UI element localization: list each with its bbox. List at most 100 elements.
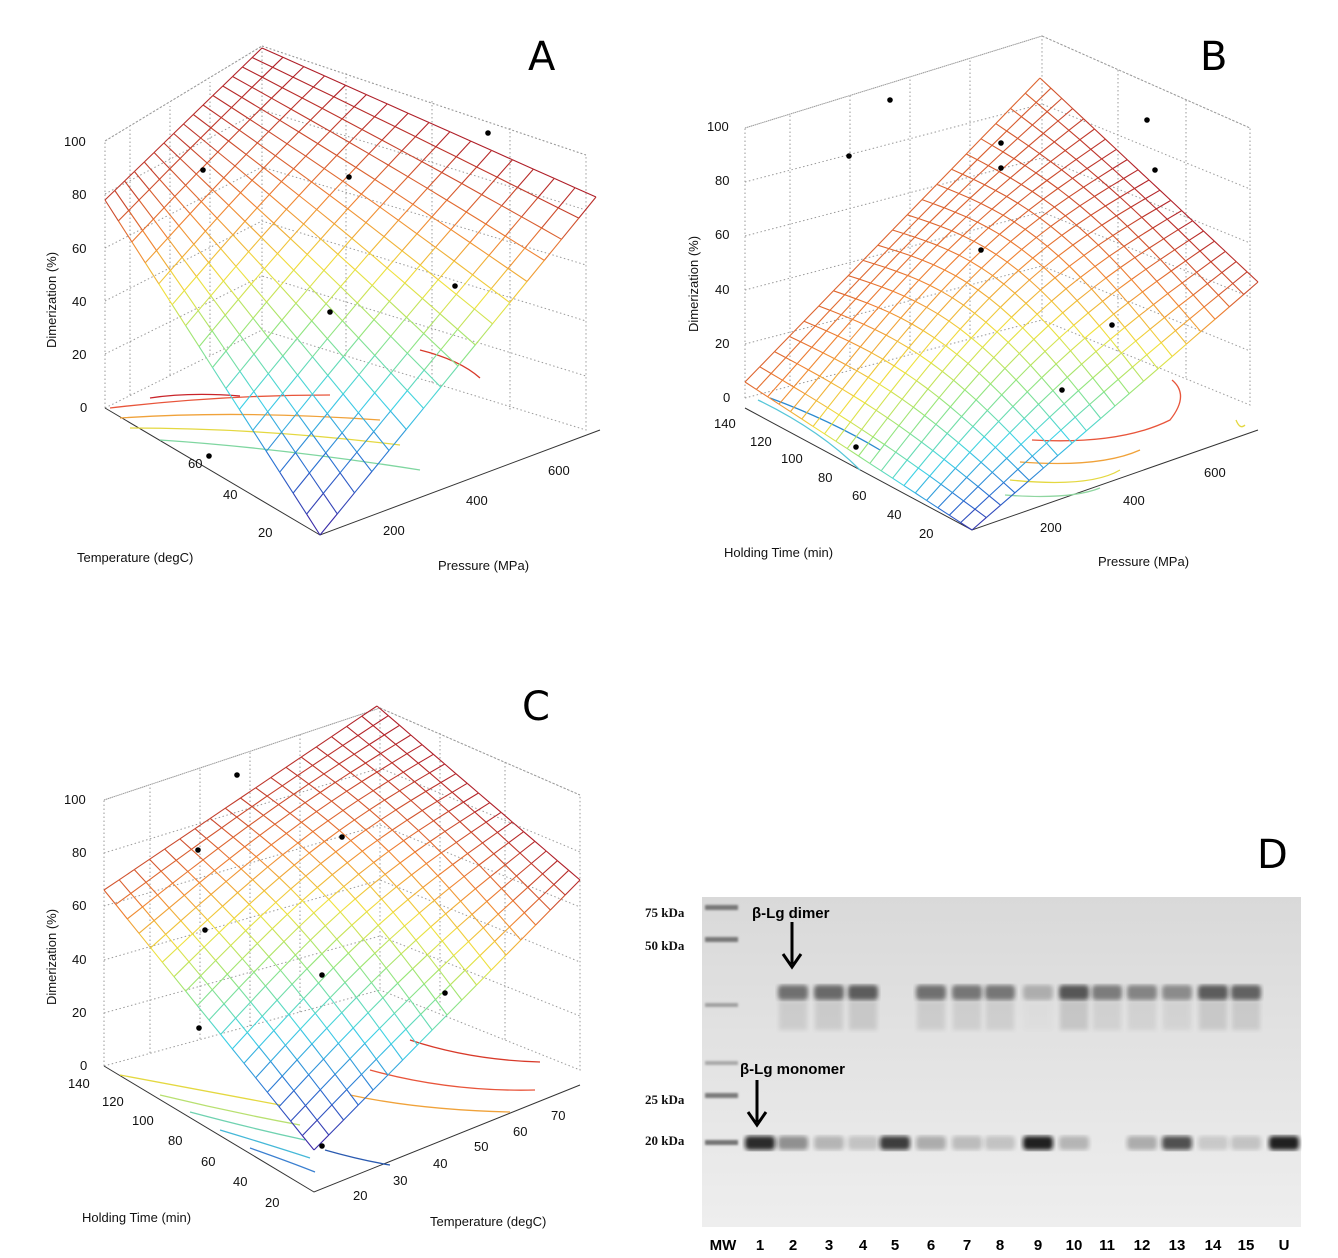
surface-mesh-line <box>1061 169 1073 179</box>
surface-mesh-line <box>217 847 230 860</box>
surface-mesh-line <box>387 780 400 792</box>
surface-mesh-line <box>538 884 555 899</box>
surface-mesh-line <box>1112 168 1124 179</box>
gel-lane-label: 1 <box>756 1237 764 1254</box>
surface-mesh-line <box>270 766 287 779</box>
surface-mesh-line <box>357 412 375 432</box>
surface-mesh-line <box>114 180 125 191</box>
surface-mesh-line <box>1149 317 1165 330</box>
surface-mesh-line <box>476 969 492 986</box>
surface-mesh-line <box>1076 214 1092 226</box>
surface-mesh-line <box>1196 261 1212 273</box>
surface-mesh-line <box>1013 158 1026 167</box>
surface-mesh-line <box>286 821 302 834</box>
surface-mesh-line <box>298 912 315 928</box>
surface-mesh-line <box>1080 276 1092 290</box>
surface-mesh-line <box>208 248 222 263</box>
surface-mesh-line <box>191 848 204 861</box>
z-axis-label: Dimerization (%) <box>44 909 59 1005</box>
surface-mesh-line <box>1043 267 1056 279</box>
surface-mesh-line <box>1156 280 1169 294</box>
surface-mesh-line <box>312 356 329 376</box>
surface-mesh-line <box>1087 234 1099 246</box>
surface-mesh-line <box>494 926 510 942</box>
surface-mesh-line <box>163 207 180 227</box>
surface-mesh-line <box>922 259 934 266</box>
surface-mesh-line <box>340 286 358 304</box>
surface-mesh-line <box>453 242 471 262</box>
surface-mesh-line <box>899 236 916 253</box>
surface-mesh-line <box>138 932 152 949</box>
surface-mesh-line <box>329 982 346 999</box>
surface-mesh-line <box>1051 288 1067 302</box>
surface-mesh-line <box>266 785 283 797</box>
monomer-band <box>1231 1136 1261 1150</box>
surface-mesh-line <box>856 370 869 378</box>
surface-mesh-line <box>145 881 159 896</box>
surface-mesh-line <box>341 118 363 130</box>
surface-mesh-line <box>1095 351 1108 366</box>
surface-mesh-line <box>1084 337 1097 352</box>
surface-mesh-line <box>1063 403 1076 418</box>
surface-mesh-line <box>946 432 959 444</box>
surface-mesh-line <box>1007 327 1024 343</box>
surface-mesh-line <box>352 1027 366 1044</box>
surface-mesh-line <box>252 866 269 881</box>
surface-mesh-line <box>326 413 343 434</box>
data-point <box>998 165 1004 171</box>
surface-mesh-line <box>354 809 370 821</box>
surface-mesh-line <box>818 290 834 307</box>
surface-mesh-line <box>341 302 358 322</box>
surface-mesh-line <box>391 819 408 831</box>
surface-mesh-line <box>1044 351 1057 365</box>
surface-mesh-line <box>444 831 457 843</box>
surface-mesh-line <box>183 114 194 125</box>
surface-mesh-line <box>1002 202 1019 216</box>
surface-mesh-line <box>320 863 333 876</box>
surface-mesh-line <box>494 940 507 956</box>
surface-mesh-line <box>351 222 367 239</box>
surface-mesh-line <box>853 395 866 404</box>
surface-mesh-line <box>203 932 220 948</box>
surface-mesh-line <box>404 925 417 941</box>
surface-mesh-line <box>179 838 192 850</box>
surface-mesh-line <box>256 928 273 944</box>
surface-mesh-line <box>1178 294 1194 307</box>
surface-mesh-line <box>991 196 1008 210</box>
data-point <box>485 130 491 136</box>
surface-mesh-line <box>431 1014 448 1031</box>
surface-mesh-line <box>279 119 300 133</box>
surface-mesh-line <box>422 887 435 901</box>
surface-mesh-line <box>390 410 407 430</box>
surface-mesh-line <box>1006 116 1022 132</box>
surface-mesh-line <box>252 317 269 338</box>
surface-mesh-line <box>296 320 313 339</box>
surface-mesh-line <box>237 299 254 319</box>
surface-mesh-line <box>1069 265 1081 278</box>
surface-mesh-line <box>921 199 934 205</box>
surface-mesh-line <box>153 920 167 935</box>
surface-mesh-line <box>313 1134 330 1151</box>
surface-mesh-line <box>142 894 158 908</box>
surface-mesh-line <box>188 961 202 977</box>
surface-mesh-line <box>187 859 204 872</box>
surface-mesh-line <box>388 150 403 166</box>
surface-mesh-line <box>848 275 860 280</box>
surface-mesh-line <box>405 407 424 430</box>
surface-mesh-line <box>1116 206 1132 217</box>
surface-mesh-line <box>384 799 397 811</box>
surface-mesh-line <box>966 282 979 291</box>
surface-mesh-line <box>793 369 809 388</box>
surface-mesh-line <box>436 800 449 812</box>
marker-band <box>705 1003 738 1007</box>
surface-mesh-line <box>1076 224 1088 236</box>
surface-mesh-line <box>412 187 428 205</box>
surface-mesh-line <box>296 1059 310 1076</box>
surface-mesh-line <box>174 196 191 215</box>
surface-mesh-line <box>381 139 403 152</box>
surface-mesh-line <box>1079 195 1095 207</box>
surface-mesh-line <box>512 886 529 902</box>
surface-mesh-line <box>365 222 385 238</box>
surface-mesh-line <box>245 153 265 169</box>
surface-mesh-line <box>1032 111 1048 126</box>
